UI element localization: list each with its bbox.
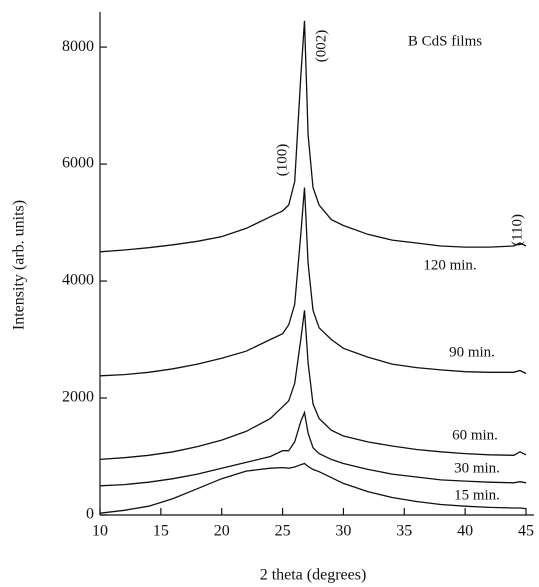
y-tick-label: 4000	[62, 272, 94, 289]
peak-label: (110)	[509, 214, 525, 246]
series-line	[99, 20, 527, 253]
x-tick-label: 45	[518, 523, 534, 540]
y-axis-label: Intensity (arb. units)	[11, 200, 28, 330]
series-label: 30 min.	[454, 460, 500, 476]
series-label: 15 min.	[454, 487, 500, 503]
peak-label: (100)	[274, 144, 290, 177]
peak-label: (002)	[313, 30, 329, 63]
series-label: 60 min.	[452, 427, 498, 443]
y-tick-label: 0	[86, 506, 94, 523]
x-tick-label: 30	[335, 523, 351, 540]
series-label: 90 min.	[449, 344, 495, 360]
series-line	[99, 410, 527, 487]
x-tick-label: 10	[92, 523, 108, 540]
x-tick-label: 20	[214, 523, 230, 540]
series-line	[99, 310, 527, 461]
x-axis-label: 2 theta (degrees)	[260, 567, 367, 584]
y-tick-label: 8000	[62, 38, 94, 55]
y-tick-label: 6000	[62, 155, 94, 172]
series-line	[99, 462, 527, 514]
x-tick-label: 25	[275, 523, 291, 540]
x-tick-label: 35	[396, 523, 412, 540]
x-tick-label: 40	[457, 523, 473, 540]
legend-title: B CdS films	[408, 33, 482, 49]
series-label: 120 min.	[423, 257, 476, 273]
y-tick-label: 2000	[62, 389, 94, 406]
x-tick-label: 15	[153, 523, 169, 540]
series-line	[99, 187, 527, 377]
